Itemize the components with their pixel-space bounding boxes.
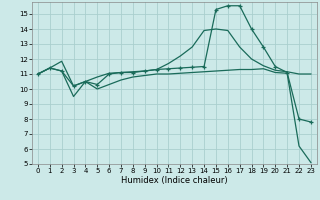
X-axis label: Humidex (Indice chaleur): Humidex (Indice chaleur) xyxy=(121,176,228,185)
